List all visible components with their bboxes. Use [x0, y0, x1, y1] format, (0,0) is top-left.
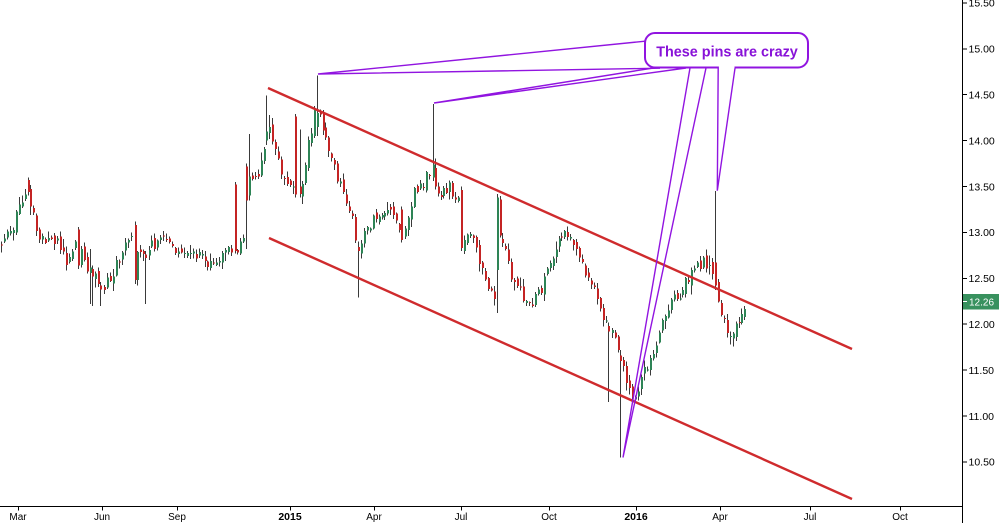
svg-text:Jul: Jul [455, 512, 468, 523]
svg-text:12.26: 12.26 [969, 298, 994, 309]
svg-text:11.00: 11.00 [969, 411, 995, 423]
svg-text:Oct: Oct [541, 512, 557, 523]
svg-text:15.50: 15.50 [969, 0, 995, 10]
svg-text:Apr: Apr [712, 512, 728, 523]
svg-text:10.50: 10.50 [969, 457, 995, 469]
svg-text:13.50: 13.50 [969, 181, 995, 193]
svg-text:12.00: 12.00 [969, 319, 995, 331]
svg-text:Jun: Jun [94, 512, 110, 523]
svg-text:Jul: Jul [804, 512, 817, 523]
svg-text:These pins are crazy: These pins are crazy [656, 45, 798, 61]
svg-text:2016: 2016 [624, 511, 648, 523]
svg-text:13.00: 13.00 [969, 227, 995, 239]
svg-text:Mar: Mar [9, 512, 27, 523]
svg-text:14.50: 14.50 [969, 90, 995, 102]
svg-text:15.00: 15.00 [969, 44, 995, 56]
svg-text:12.50: 12.50 [969, 273, 995, 285]
svg-text:11.50: 11.50 [969, 365, 995, 377]
svg-text:2015: 2015 [278, 511, 302, 523]
svg-text:Sep: Sep [168, 512, 186, 523]
svg-text:14.00: 14.00 [969, 135, 995, 147]
svg-text:Oct: Oct [892, 512, 908, 523]
svg-text:Apr: Apr [366, 512, 382, 523]
